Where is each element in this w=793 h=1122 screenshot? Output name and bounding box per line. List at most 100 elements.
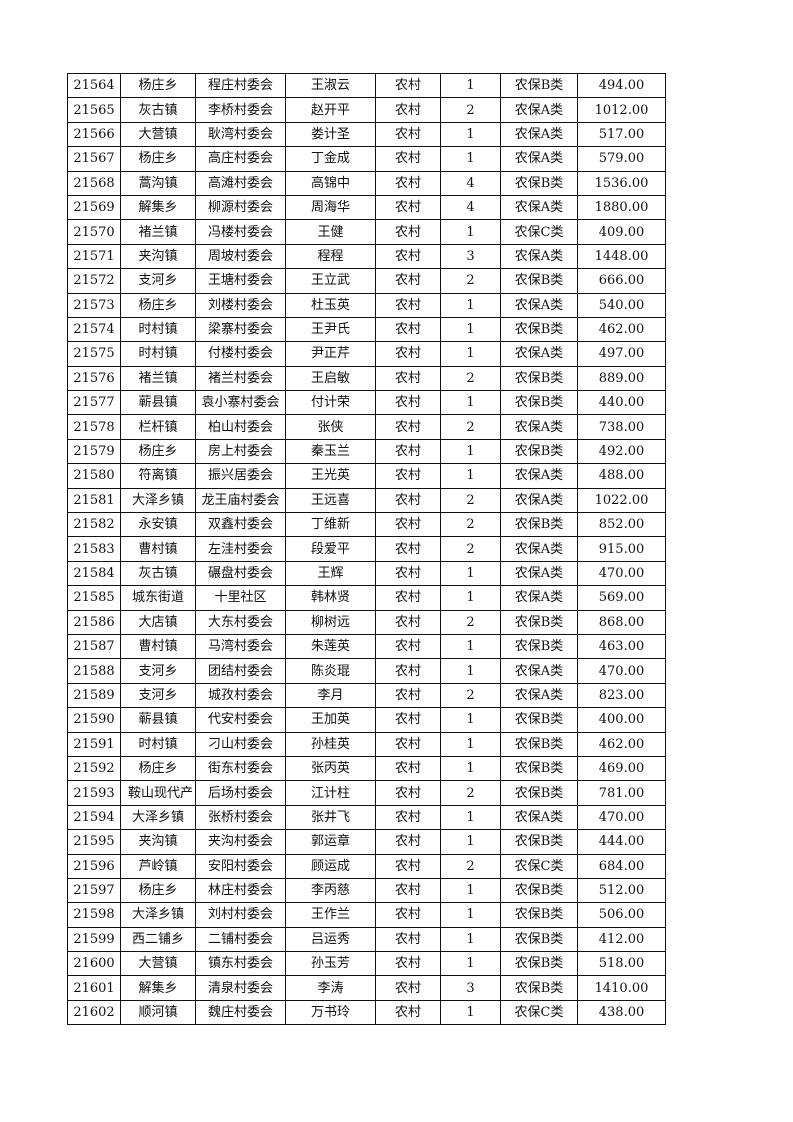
- cell-amount: 462.00: [577, 731, 666, 757]
- cell-id: 21596: [67, 853, 121, 879]
- cell-amount: 517.00: [577, 121, 666, 148]
- cell-town: 夹沟镇: [120, 243, 196, 270]
- cell-id: 21593: [67, 780, 121, 806]
- cell-count: 2: [440, 536, 501, 562]
- cell-amount: 412.00: [577, 926, 666, 953]
- cell-town: 大泽乡镇: [120, 804, 196, 831]
- cell-amount: 915.00: [577, 536, 666, 562]
- cell-id: 21565: [67, 97, 121, 123]
- cell-amount: 438.00: [577, 999, 666, 1026]
- cell-name: 李丙慈: [285, 877, 376, 904]
- cell-name: 王尹氏: [285, 316, 376, 343]
- cell-area-type: 农村: [375, 853, 441, 879]
- cell-village: 安阳村委会: [195, 853, 286, 879]
- cell-area-type: 农村: [375, 316, 441, 343]
- cell-town: 解集乡: [120, 194, 196, 221]
- cell-id: 21592: [67, 755, 121, 782]
- cell-town: 大营镇: [120, 121, 196, 148]
- cell-area-type: 农村: [375, 926, 441, 953]
- cell-amount: 1410.00: [577, 975, 666, 1001]
- cell-town: 时村镇: [120, 341, 196, 367]
- cell-count: 1: [440, 926, 501, 953]
- cell-village: 刁山村委会: [195, 731, 286, 757]
- cell-village: 高庄村委会: [195, 146, 286, 172]
- cell-id: 21567: [67, 146, 121, 172]
- cell-town: 曹村镇: [120, 536, 196, 562]
- cell-name: 孙玉芳: [285, 951, 376, 977]
- cell-village: 清泉村委会: [195, 975, 286, 1001]
- cell-area-type: 农村: [375, 219, 441, 245]
- cell-area-type: 农村: [375, 268, 441, 294]
- cell-town: 支河乡: [120, 658, 196, 684]
- cell-town: 大店镇: [120, 609, 196, 635]
- cell-village: 后场村委会: [195, 780, 286, 806]
- cell-category: 农保A类: [500, 292, 578, 318]
- cell-amount: 540.00: [577, 292, 666, 318]
- cell-village: 碾盘村委会: [195, 560, 286, 587]
- cell-category: 农保A类: [500, 146, 578, 172]
- cell-area-type: 农村: [375, 731, 441, 757]
- cell-category: 农保B类: [500, 512, 578, 538]
- cell-village: 林庄村委会: [195, 877, 286, 904]
- table-row: 21571 夹沟镇 周坡村委会 程程 农村 3 农保A类 1448.00: [67, 243, 666, 270]
- cell-town: 夹沟镇: [120, 829, 196, 855]
- cell-area-type: 农村: [375, 463, 441, 489]
- cell-category: 农保B类: [500, 829, 578, 855]
- table-row: 21593 鞍山现代产 后场村委会 江计柱 农村 2 农保B类 781.00: [67, 780, 666, 806]
- table-row: 21588 支河乡 团结村委会 陈炎琨 农村 1 农保A类 470.00: [67, 658, 666, 684]
- cell-name: 周海华: [285, 194, 376, 221]
- cell-amount: 470.00: [577, 804, 666, 831]
- cell-name: 朱莲英: [285, 633, 376, 660]
- cell-category: 农保C类: [500, 853, 578, 879]
- cell-count: 1: [440, 219, 501, 245]
- table-row: 21597 杨庄乡 林庄村委会 李丙慈 农村 1 农保B类 512.00: [67, 877, 666, 904]
- cell-name: 柳树远: [285, 609, 376, 635]
- table-row: 21592 杨庄乡 街东村委会 张丙英 农村 1 农保B类 469.00: [67, 755, 666, 782]
- table-row: 21582 永安镇 双鑫村委会 丁维新 农村 2 农保B类 852.00: [67, 512, 666, 538]
- table-row: 21596 芦岭镇 安阳村委会 顾运成 农村 2 农保C类 684.00: [67, 853, 666, 879]
- cell-category: 农保A类: [500, 463, 578, 489]
- cell-amount: 400.00: [577, 707, 666, 733]
- cell-town: 曹村镇: [120, 633, 196, 660]
- cell-category: 农保B类: [500, 390, 578, 416]
- cell-name: 顾运成: [285, 853, 376, 879]
- cell-count: 2: [440, 853, 501, 879]
- cell-town: 杨庄乡: [120, 72, 196, 99]
- cell-name: 赵开平: [285, 97, 376, 123]
- cell-village: 夹沟村委会: [195, 829, 286, 855]
- cell-category: 农保B类: [500, 902, 578, 928]
- cell-area-type: 农村: [375, 487, 441, 514]
- table-row: 21581 大泽乡镇 龙王庙村委会 王远喜 农村 2 农保A类 1022.00: [67, 487, 666, 514]
- cell-area-type: 农村: [375, 829, 441, 855]
- cell-count: 1: [440, 316, 501, 343]
- cell-town: 大营镇: [120, 951, 196, 977]
- cell-id: 21589: [67, 682, 121, 709]
- table-row: 21586 大店镇 大东村委会 柳树远 农村 2 农保B类 868.00: [67, 609, 666, 635]
- cell-town: 蒿沟镇: [120, 170, 196, 196]
- cell-area-type: 农村: [375, 292, 441, 318]
- cell-name: 张侠: [285, 414, 376, 440]
- table-row: 21565 灰古镇 李桥村委会 赵开平 农村 2 农保A类 1012.00: [67, 97, 666, 123]
- cell-count: 1: [440, 731, 501, 757]
- cell-count: 1: [440, 804, 501, 831]
- cell-village: 左洼村委会: [195, 536, 286, 562]
- cell-village: 城孜村委会: [195, 682, 286, 709]
- cell-area-type: 农村: [375, 121, 441, 148]
- cell-village: 大东村委会: [195, 609, 286, 635]
- cell-name: 韩林贤: [285, 585, 376, 611]
- table-row: 21572 支河乡 王塘村委会 王立武 农村 2 农保B类 666.00: [67, 268, 666, 294]
- cell-town: 永安镇: [120, 512, 196, 538]
- cell-id: 21572: [67, 268, 121, 294]
- cell-id: 21581: [67, 487, 121, 514]
- cell-village: 魏庄村委会: [195, 999, 286, 1026]
- cell-name: 吕运秀: [285, 926, 376, 953]
- cell-id: 21602: [67, 999, 121, 1026]
- cell-name: 张井飞: [285, 804, 376, 831]
- cell-count: 4: [440, 194, 501, 221]
- table-row: 21598 大泽乡镇 刘村村委会 王作兰 农村 1 农保B类 506.00: [67, 902, 666, 928]
- cell-village: 镇东村委会: [195, 951, 286, 977]
- cell-id: 21590: [67, 707, 121, 733]
- cell-name: 王启敏: [285, 365, 376, 392]
- cell-id: 21573: [67, 292, 121, 318]
- cell-village: 代安村委会: [195, 707, 286, 733]
